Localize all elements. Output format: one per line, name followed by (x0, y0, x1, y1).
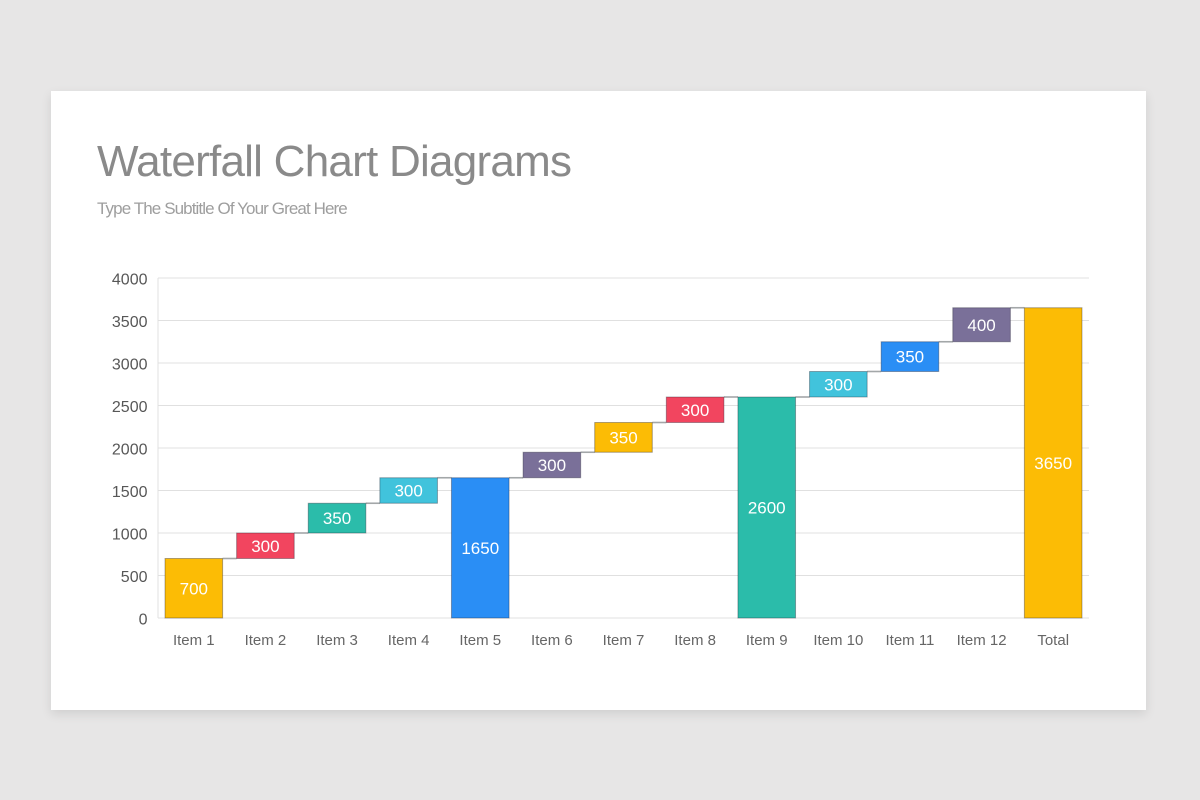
svg-text:Item 7: Item 7 (603, 632, 645, 649)
svg-text:350: 350 (323, 509, 351, 528)
svg-text:400: 400 (967, 316, 995, 335)
svg-text:2000: 2000 (112, 442, 148, 459)
svg-text:3000: 3000 (112, 357, 148, 374)
svg-text:Item 1: Item 1 (173, 632, 215, 649)
svg-text:4000: 4000 (112, 272, 148, 289)
svg-text:2500: 2500 (112, 399, 148, 416)
svg-text:1650: 1650 (461, 539, 499, 558)
svg-text:Item 12: Item 12 (957, 632, 1007, 649)
svg-text:350: 350 (609, 428, 637, 447)
svg-text:Item 5: Item 5 (459, 632, 501, 649)
svg-text:300: 300 (394, 482, 422, 501)
svg-text:700: 700 (180, 579, 208, 598)
svg-text:350: 350 (896, 348, 924, 367)
svg-text:2600: 2600 (748, 499, 786, 518)
svg-text:Item 10: Item 10 (813, 632, 863, 649)
svg-text:Item 11: Item 11 (885, 632, 934, 649)
svg-text:300: 300 (824, 375, 852, 394)
svg-text:Total: Total (1037, 632, 1069, 649)
svg-text:Item 6: Item 6 (531, 632, 573, 649)
svg-text:Item 2: Item 2 (245, 632, 287, 649)
svg-text:300: 300 (251, 537, 279, 556)
svg-text:1000: 1000 (112, 527, 148, 544)
svg-text:Item 8: Item 8 (674, 632, 716, 649)
svg-text:Item 3: Item 3 (316, 632, 358, 649)
svg-text:Item 4: Item 4 (388, 632, 430, 649)
svg-text:0: 0 (139, 612, 148, 629)
svg-text:500: 500 (121, 569, 148, 586)
svg-text:3500: 3500 (112, 314, 148, 331)
svg-text:Item 9: Item 9 (746, 632, 788, 649)
svg-text:300: 300 (538, 456, 566, 475)
svg-text:300: 300 (681, 401, 709, 420)
svg-text:1500: 1500 (112, 484, 148, 501)
svg-text:3650: 3650 (1034, 454, 1072, 473)
